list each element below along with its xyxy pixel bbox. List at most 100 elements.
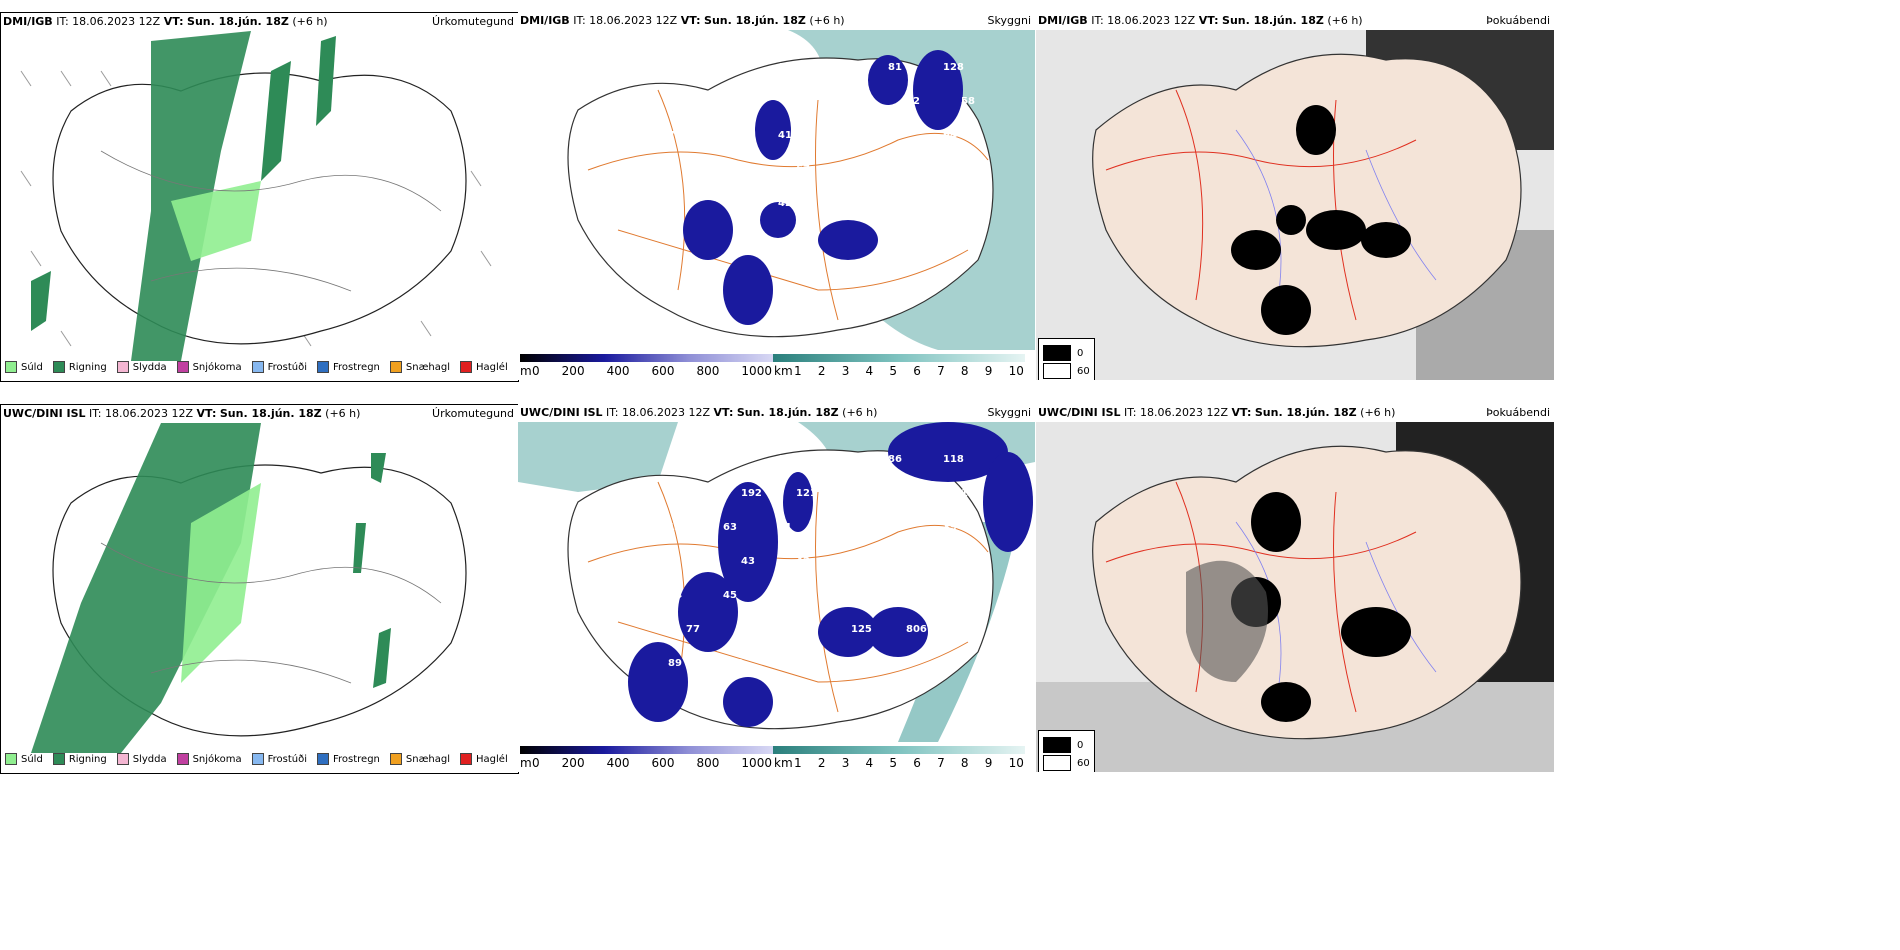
legend-item: Snæhagl [389,753,450,765]
cloud-base-label: 63 [723,522,737,533]
panel-uwc-visibility: UWC/DINI ISL IT: 18.06.2023 12Z VT: Sun.… [518,404,1035,772]
cloud-base-label: 52 [888,522,902,533]
cloud-base-label: 39 [943,522,957,533]
cloud-base-label: 77 [668,62,682,73]
cloud-base-label: 85 [686,556,700,567]
legend-item: Snjókoma [176,753,242,765]
panel-kind-label: Skyggni [987,14,1031,27]
vis-ticks: 1 2 3 4 5 6 7 8 9 10 [794,756,1024,770]
precip-map [20,31,492,361]
panel-kind-label: Skyggni [987,406,1031,419]
legend-item: Haglél [460,753,508,765]
panel-title: DMI/IGB IT: 18.06.2023 12Z VT: Sun. 18.j… [1038,14,1363,27]
cloud-base-label: 58 [686,692,700,703]
panel-title: UWC/DINI ISL IT: 18.06.2023 12Z VT: Sun.… [3,407,361,420]
cloud-base-label: 67 [888,130,902,141]
fog-map [1036,422,1554,772]
cloud-base-label: 42 [833,130,847,141]
legend-item: Frostúði [251,753,307,765]
cloud-base-label: 42 [778,198,792,209]
precip-legend: Súld Rigning Slydda Snjókoma Frostúði Fr… [5,361,508,373]
panel-title: DMI/IGB IT: 18.06.2023 12Z VT: Sun. 18.j… [3,15,328,28]
cloud-ticks: 0 200 400 600 800 1000 [532,364,772,378]
cloud-base-label: 49 [833,590,847,601]
cloud-base-label: 96 [778,454,792,465]
cloud-base-label: 86 [888,454,902,465]
fog-map [1036,30,1554,380]
fog-legend: 0 60 [1038,730,1095,772]
vis-ticks: 1 2 3 4 5 6 7 8 9 10 [794,364,1024,378]
cloud-base-label: 53 [668,198,682,209]
legend-item: Frostregn [317,361,380,373]
cloud-base-label: 263 [833,658,854,669]
cloud-base-label: 135 [888,658,909,669]
cloud-base-label: 85 [833,62,847,73]
cloud-base-label: 83 [686,488,700,499]
visibility-map: 105 175 96 81 86 118 83 192 121 113 114 108 102 63 41 4… [518,422,1035,742]
legend-item: Haglél [460,361,508,373]
cloud-base-label: 59 [906,164,920,175]
cloud-base-label: 50 [943,658,957,669]
panel-title: UWC/DINI ISL IT: 18.06.2023 12Z VT: Sun.… [520,406,878,419]
cloud-base-label: 52 [906,96,920,107]
cloud-base-label: 90 [778,62,792,73]
legend-item: Súld [5,753,43,765]
cloud-base-label: 48 [961,556,975,567]
panel-dmi-visibility: DMI/IGB IT: 18.06.2023 12Z VT: Sun. 18.j… [518,12,1035,380]
legend-item: Snjókoma [176,361,242,373]
legend-item: Slydda [116,361,167,373]
vis-unit: km [774,756,793,770]
cloud-base-label: 105 [668,454,689,465]
cloud-base-label: 59 [943,590,957,601]
visibility-colorbar [520,354,1025,362]
cloud-base-label: 46 [833,522,847,533]
panel-title: UWC/DINI ISL IT: 18.06.2023 12Z VT: Sun.… [1038,406,1396,419]
cloud-base-label: 179 [723,658,744,669]
legend-item: Rigning [52,753,107,765]
cloud-ticks: 0 200 400 600 800 1000 [532,756,772,770]
visibility-map: 77 117 90 85 81 128 43 53 46 83 52 58 73 38 41 42 67 64 48… [567,30,1035,350]
cloud-base-label: 45 [723,590,737,601]
cloud-base-label: 679 [961,624,982,635]
cloud-base-label: 118 [943,454,964,465]
panel-kind-label: Þokuábendi [1486,14,1550,27]
panel-dmi-precip-type: DMI/IGB IT: 18.06.2023 12Z VT: Sun. 18.j… [0,12,519,382]
cloud-base-label: 113 [851,488,872,499]
cloud-base-label: 81 [833,454,847,465]
panel-uwc-precip-type: UWC/DINI ISL IT: 18.06.2023 12Z VT: Sun.… [0,404,519,774]
cloud-base-label: 108 [961,488,982,499]
panel-uwc-fog: UWC/DINI ISL IT: 18.06.2023 12Z VT: Sun.… [1036,404,1554,772]
cloud-base-label: 64 [741,164,755,175]
cloud-base-label: 84 [668,590,682,601]
cloud-base-label: 192 [741,488,762,499]
legend-item: Rigning [52,361,107,373]
cloud-base-label: 73 [668,130,682,141]
precip-map [31,423,467,753]
legend-item: Slydda [116,753,167,765]
cloud-base-label: 46 [796,96,810,107]
legend-item: Snæhagl [389,361,450,373]
cloud-base-label: 81 [888,62,902,73]
panel-dmi-fog: DMI/IGB IT: 18.06.2023 12Z VT: Sun. 18.j… [1036,12,1554,380]
cloud-base-label: 44 [778,590,792,601]
cloud-base-label: 806 [906,624,927,635]
cloud-base-label: 41 [778,522,792,533]
cloud-base-label: 114 [906,488,927,499]
cloud-base-label: 43 [686,96,700,107]
vis-unit: km [774,364,793,378]
cloud-base-label: 58 [961,96,975,107]
legend-item: Frostúði [251,361,307,373]
cloud-base-label: 64 [943,130,957,141]
cloud-base-label: 44 [723,198,737,209]
legend-item: Súld [5,361,43,373]
cloud-base-label: 89 [668,658,682,669]
cloud-base-label: 392 [778,658,799,669]
cloud-base-label: 44 [851,556,865,567]
cloud-base-label: 117 [723,62,744,73]
cloud-base-label: 51 [906,556,920,567]
cloud-base-label: 175 [723,454,744,465]
cloud-base-label: 38 [723,130,737,141]
cloud-base-label: 43 [741,556,755,567]
panel-title: DMI/IGB IT: 18.06.2023 12Z VT: Sun. 18.j… [520,14,845,27]
cloud-base-label: 42 [796,556,810,567]
